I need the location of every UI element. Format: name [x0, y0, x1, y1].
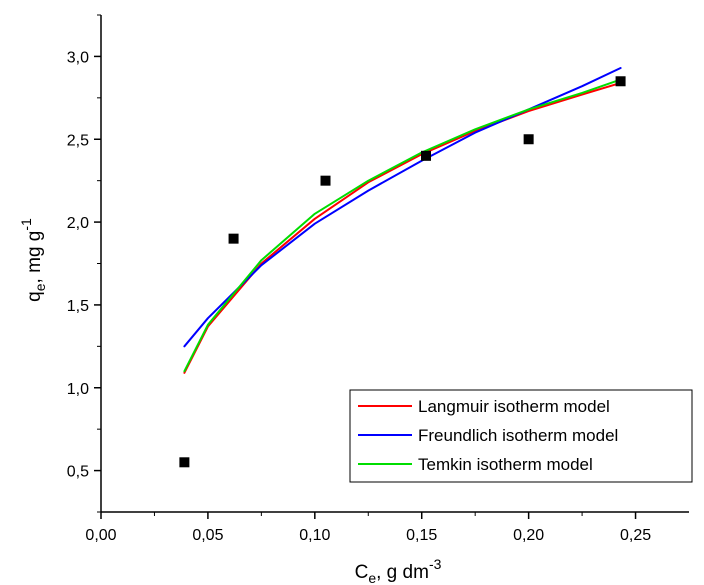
- x-tick-label: 0,15: [406, 527, 437, 544]
- x-tick-label: 0,05: [192, 527, 223, 544]
- data-point: [421, 150, 432, 161]
- freundlich-curve: [183, 67, 622, 348]
- legend-label-langmuir: Langmuir isotherm model: [418, 397, 610, 416]
- x-tick-label: 0,00: [85, 527, 116, 544]
- x-tick-label: 0,20: [513, 527, 544, 544]
- temkin-curve: [183, 78, 622, 373]
- x-tick-label: 0,10: [299, 527, 330, 544]
- axes: 0,00 0,05 0,10 0,15 0,20 0,25 0,5 1,0 1,5 2,0 2,5 3…: [67, 14, 689, 544]
- x-tick-label: 0,25: [620, 527, 651, 544]
- data-point: [523, 134, 534, 145]
- data-points: [179, 76, 626, 468]
- y-tick-label: 0,5: [67, 464, 89, 481]
- fit-curves: [183, 67, 622, 374]
- data-point: [615, 76, 626, 87]
- data-point: [320, 175, 331, 186]
- y-tick-label: 3,0: [67, 49, 89, 66]
- legend-label-freundlich: Freundlich isotherm model: [418, 426, 618, 445]
- data-point: [179, 457, 190, 468]
- legend-label-temkin: Temkin isotherm model: [418, 455, 593, 474]
- y-tick-label: 2,0: [67, 215, 89, 232]
- x-axis-label: Ce, g dm-3: [355, 556, 442, 585]
- langmuir-curve: [183, 81, 622, 374]
- legend: Langmuir isotherm model Freundlich isoth…: [349, 389, 693, 483]
- y-axis-label: qe, mg g-1: [18, 218, 48, 302]
- y-tick-label: 1,5: [67, 298, 89, 315]
- data-point: [228, 233, 239, 244]
- y-tick-label: 2,5: [67, 132, 89, 149]
- y-tick-label: 1,0: [67, 381, 89, 398]
